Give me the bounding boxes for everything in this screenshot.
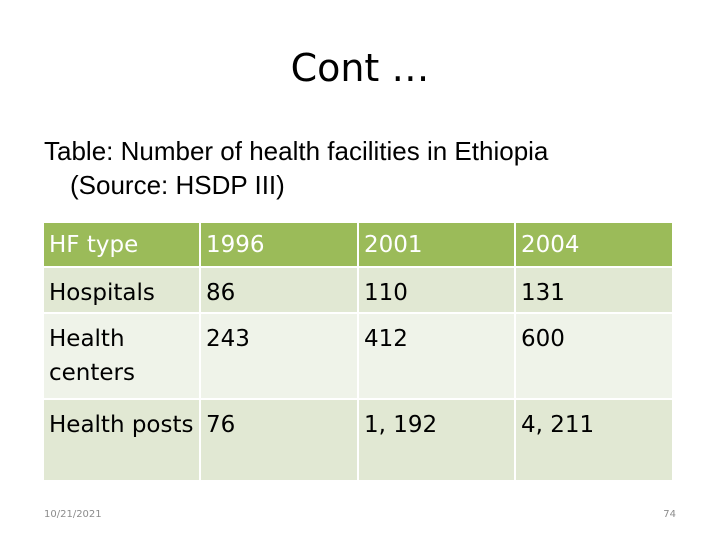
table-row: Health centers 243 412 600 [42, 312, 674, 400]
cell-hf-type: Hospitals [42, 266, 201, 314]
table-header-row: HF type 1996 2001 2004 [42, 221, 674, 268]
cell-2004: 4, 211 [514, 398, 674, 482]
table-row: Health posts 76 1, 192 4, 211 [42, 398, 674, 482]
cell-2001: 1, 192 [357, 398, 516, 482]
cell-hf-type: Health centers [42, 312, 201, 400]
cell-1996: 243 [199, 312, 359, 400]
cell-2004: 600 [514, 312, 674, 400]
slide-title: Cont … [290, 46, 430, 90]
header-2004: 2004 [514, 221, 674, 268]
cell-1996: 86 [199, 266, 359, 314]
table-caption: Table: Number of health facilities in Et… [44, 134, 684, 202]
header-hf-type: HF type [42, 221, 201, 268]
caption-line-1: Table: Number of health facilities in Et… [44, 136, 549, 166]
caption-line-2: (Source: HSDP III) [70, 170, 285, 200]
page-number: 74 [663, 509, 676, 520]
footer-date: 10/21/2021 [44, 509, 102, 520]
table-row: Hospitals 86 110 131 [42, 266, 674, 314]
cell-1996: 76 [199, 398, 359, 482]
cell-2001: 110 [357, 266, 516, 314]
header-2001: 2001 [357, 221, 516, 268]
cell-2001: 412 [357, 312, 516, 400]
header-1996: 1996 [199, 221, 359, 268]
cell-hf-type: Health posts [42, 398, 201, 482]
health-facilities-table: HF type 1996 2001 2004 Hospitals 86 110 … [42, 221, 674, 482]
cell-2004: 131 [514, 266, 674, 314]
